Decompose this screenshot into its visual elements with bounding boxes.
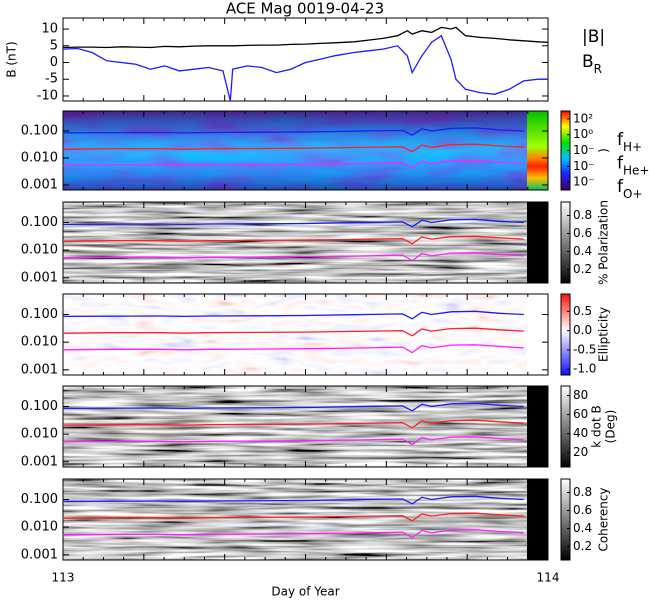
series-line [62,327,524,337]
y-tick-label: 0.100 [21,492,58,507]
legend-label: fO+ [617,177,643,201]
spectrogram [63,202,548,283]
colorbar-label: (Deg) [604,410,618,444]
spectrogram [63,111,548,190]
colorbar-tick-label: 0.2 [573,262,592,276]
colorbar-tick-label: 10⁻ [573,159,595,173]
series-line [62,436,524,446]
colorbar-label: Ellipticity [597,307,611,362]
colorbar-tick-label: 0.4 [573,521,592,535]
colorbar-tick-label: 80 [573,388,588,402]
spectrogram [63,386,548,467]
colorbar-tick-label: 0.8 [573,485,592,499]
colorbar-tick-label: 10² [573,111,593,125]
y-tick-label: 0.001 [21,362,58,377]
y-tick-label: 0.010 [21,427,58,442]
spectrogram-strip [527,479,548,560]
y-tick-label: 0.100 [21,307,58,322]
colorbar [560,293,571,376]
spectrogram-texture [63,202,548,283]
y-tick-label: 0.010 [21,243,58,258]
colorbar-tick-label: 0.4 [573,244,592,258]
series-line [62,127,524,136]
spectrogram [63,479,548,560]
colorbar-label: % Polarization [597,200,611,285]
colorbar [560,385,571,468]
series-line [62,512,524,522]
colorbar-label: ) [597,148,611,153]
series-line [62,143,524,153]
series-line [62,310,524,320]
colorbar-tick-label: 0.5 [573,304,592,318]
spectrogram [63,294,548,375]
colorbar-label: k dot B [590,405,604,447]
colorbar-label: Coherency [597,487,611,551]
colorbar-tick-label: -1.0 [573,362,596,376]
y-tick-label: -10 [37,88,58,103]
colorbar-tick-label: -0.5 [573,342,596,356]
x-tick-label: 114 [537,571,560,585]
series-line [62,26,549,49]
colorbar-tick-label: 0.2 [573,539,592,553]
spectrogram-strip [527,294,548,375]
series-line [62,495,524,505]
colorbar-tick-label: 10⁰ [573,127,593,141]
legend-label: |B| [582,27,605,47]
y-tick-label: 0.010 [21,520,58,535]
y-tick-label: 0 [50,55,58,70]
series-line [62,218,524,228]
series-line [62,235,524,245]
y-tick-label: 0.001 [21,270,58,285]
y-tick-label: 0.100 [21,399,58,414]
colorbar-tick-label: 0.6 [573,226,592,240]
spectrogram-texture [63,479,548,560]
series-line [62,34,548,102]
x-axis-label: Day of Year [271,585,339,599]
y-axis-label: B (nT) [5,41,19,77]
y-tick-label: 0.001 [21,547,58,562]
series-line [62,529,524,539]
colorbar-tick-label: 0.8 [573,208,592,222]
y-tick-label: 0.001 [21,177,58,192]
colorbar [560,478,571,561]
series-line [62,252,524,262]
series-line [62,419,524,429]
series-line [62,344,524,354]
legend-label: fHe+ [617,154,649,178]
chart-title: ACE Mag 0019-04-23 [226,0,384,18]
spectrogram-shade [63,111,548,190]
spectrogram-strip [527,386,548,467]
y-tick-label: 0.001 [21,454,58,469]
colorbar-tick-label: 0.6 [573,503,592,517]
y-tick-label: -5 [45,72,58,87]
y-tick-label: 0.100 [21,123,58,138]
colorbar-tick-label: 10⁻ [573,175,595,189]
legend-label: BR [582,52,602,76]
y-tick-label: 5 [50,38,58,53]
x-tick-label: 113 [52,571,75,585]
legend-label: fH+ [617,130,642,154]
colorbar-tick-label: 40 [573,426,588,440]
colorbar-tick-label: 60 [573,407,588,421]
spectrogram-texture [63,386,548,467]
colorbar-tick-label: 10⁻ [573,143,595,157]
y-tick-label: 0.100 [21,215,58,230]
colorbar-tick-label: 0.0 [573,323,592,337]
y-tick-label: 10 [41,22,58,37]
series-line [62,159,524,169]
spectrogram-texture [63,294,548,375]
spectrogram-strip [527,202,548,283]
spectrogram-strip [527,111,548,190]
y-tick-label: 0.010 [21,335,58,350]
colorbar [560,201,571,284]
plot-frame [62,17,549,102]
colorbar-tick-label: 20 [573,445,588,459]
series-line [62,402,524,412]
y-tick-label: 0.010 [21,150,58,165]
